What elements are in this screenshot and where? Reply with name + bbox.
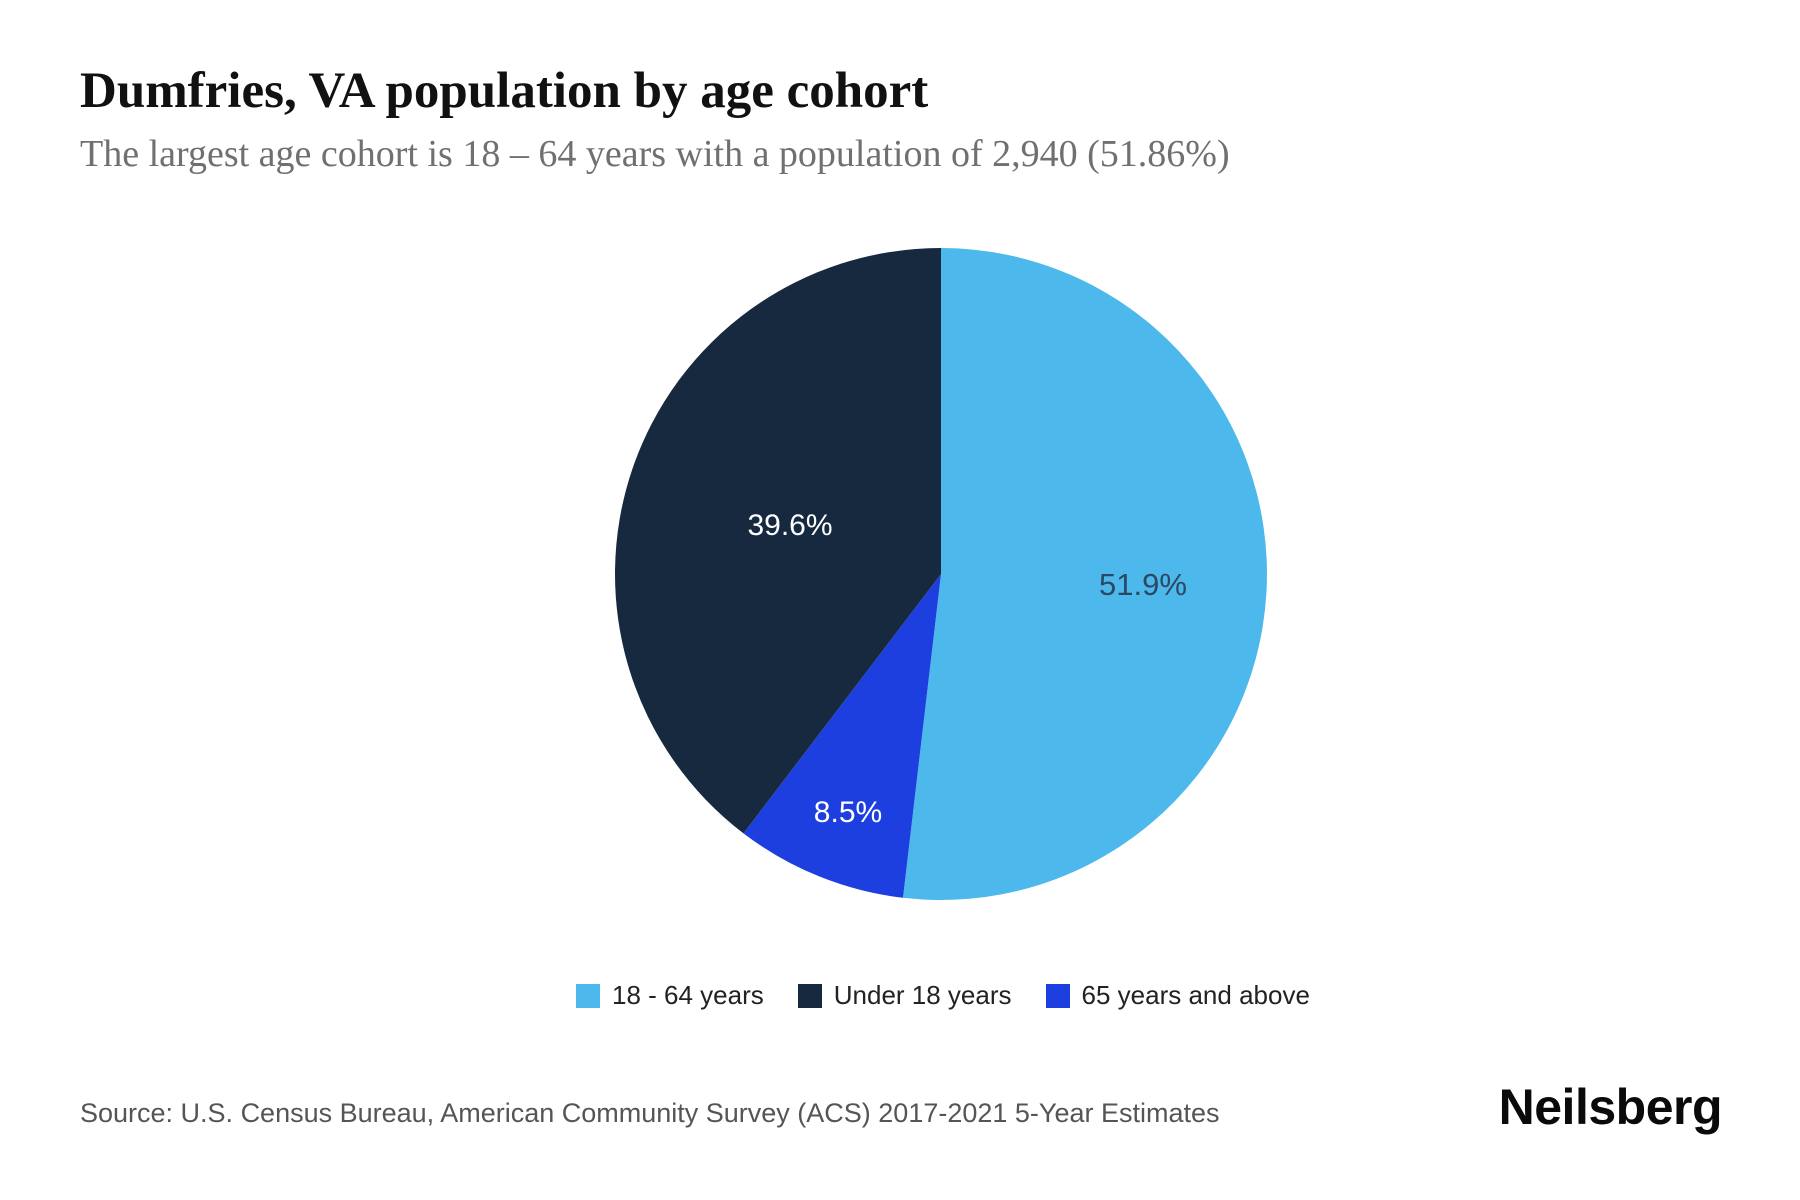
- svg-text:39.6%: 39.6%: [747, 509, 832, 542]
- svg-text:8.5%: 8.5%: [814, 796, 882, 829]
- svg-text:51.9%: 51.9%: [1099, 567, 1187, 602]
